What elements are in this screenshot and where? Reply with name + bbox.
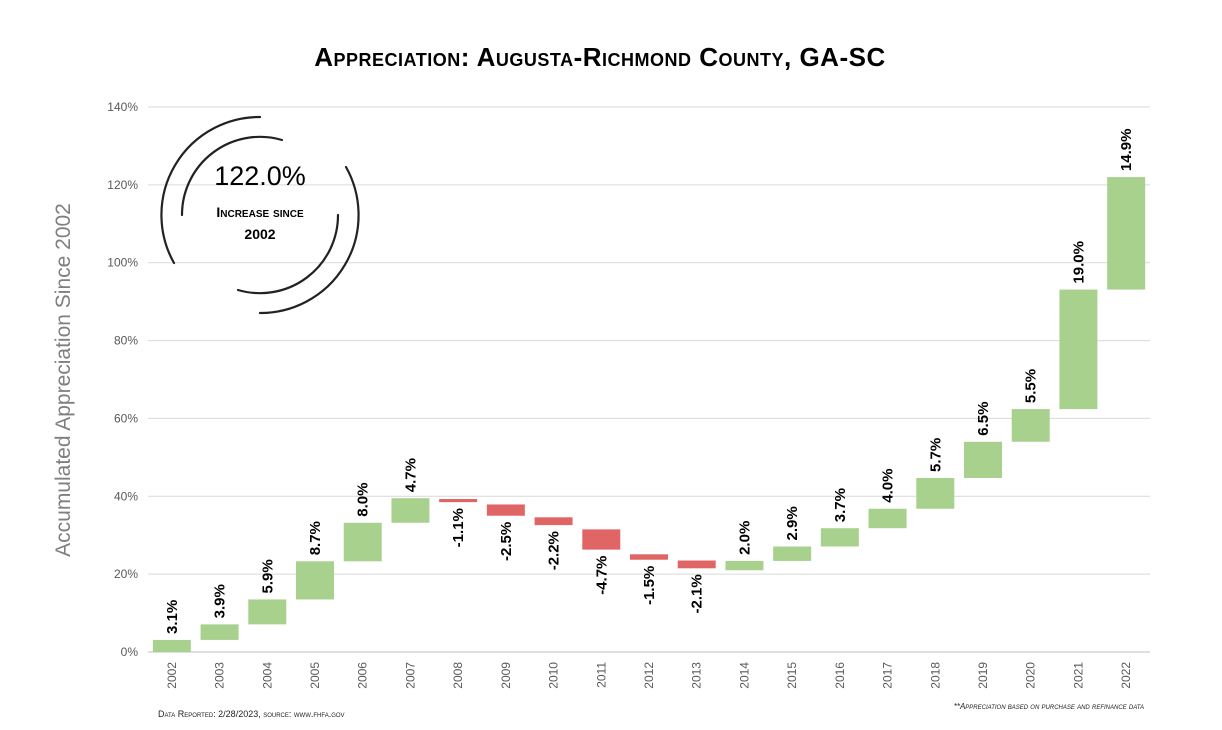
bar-2020 bbox=[1011, 409, 1050, 442]
bar-2002 bbox=[152, 639, 191, 652]
x-tick-label-2021: 2021 bbox=[1071, 662, 1085, 689]
x-tick-label-2020: 2020 bbox=[1024, 662, 1038, 689]
badge-arc-inner-bottom bbox=[236, 213, 340, 295]
bar-2022 bbox=[1107, 177, 1146, 290]
bar-2014 bbox=[725, 560, 764, 571]
bar-2006 bbox=[343, 522, 382, 562]
data-label-2022: 14.9% bbox=[1118, 129, 1135, 172]
data-label-2006: 8.0% bbox=[355, 483, 372, 517]
y-tick-label: 0% bbox=[121, 645, 139, 659]
bar-2007 bbox=[391, 498, 430, 523]
bar-2015 bbox=[773, 546, 812, 561]
bar-2008 bbox=[439, 499, 478, 503]
x-tick-label-2008: 2008 bbox=[451, 662, 465, 689]
bar-2013 bbox=[677, 560, 716, 569]
badge-rings bbox=[160, 115, 360, 315]
badge-caption: Increase since 2002 bbox=[200, 201, 320, 245]
bar-2010 bbox=[534, 517, 573, 526]
x-tick-label-2018: 2018 bbox=[928, 662, 942, 689]
badge-arc-outer-left bbox=[160, 115, 262, 265]
x-tick-label-2012: 2012 bbox=[642, 662, 656, 689]
bar-2021 bbox=[1059, 289, 1098, 410]
bar-2018 bbox=[916, 477, 955, 509]
x-tick-label-2016: 2016 bbox=[833, 662, 847, 689]
data-label-2005: 8.7% bbox=[307, 521, 324, 555]
bar-2003 bbox=[200, 624, 239, 640]
data-label-2017: 4.0% bbox=[880, 469, 897, 503]
x-tick-label-2003: 2003 bbox=[213, 662, 227, 689]
bar-2016 bbox=[820, 528, 859, 547]
y-tick-label: 40% bbox=[114, 489, 138, 503]
data-label-2008: -1.1% bbox=[450, 508, 467, 547]
footer-note: **Appreciation based on purchase and ref… bbox=[953, 702, 1144, 711]
y-axis-ticks: 0% 20% 40% 60% 80% 100% 120% 140% bbox=[107, 100, 138, 659]
bar-2011 bbox=[582, 529, 621, 550]
x-tick-label-2010: 2010 bbox=[547, 662, 561, 689]
x-tick-label-2009: 2009 bbox=[499, 662, 513, 689]
data-label-2004: 5.9% bbox=[259, 559, 276, 593]
data-label-2021: 19.0% bbox=[1070, 241, 1087, 284]
y-tick-label: 100% bbox=[107, 256, 138, 270]
data-labels: 3.1% 3.9% 5.9% 8.7% 8.0% 4.7% -1.1% -2.5% -2.2% -… bbox=[164, 129, 1135, 634]
x-tick-label-2002: 2002 bbox=[165, 662, 179, 689]
data-label-2002: 3.1% bbox=[164, 600, 181, 634]
y-tick-label: 120% bbox=[107, 178, 138, 192]
bar-2004 bbox=[248, 599, 287, 625]
data-label-2020: 5.5% bbox=[1023, 369, 1040, 403]
y-tick-label: 140% bbox=[107, 100, 138, 114]
bar-2005 bbox=[296, 561, 334, 600]
data-label-2009: -2.5% bbox=[498, 522, 515, 561]
data-label-2019: 6.5% bbox=[975, 402, 992, 436]
x-tick-label-2004: 2004 bbox=[260, 662, 274, 689]
data-label-2007: 4.7% bbox=[402, 458, 419, 492]
badge-arc-outer-right bbox=[258, 165, 360, 315]
data-label-2016: 3.7% bbox=[832, 488, 849, 522]
data-label-2003: 3.9% bbox=[212, 584, 229, 618]
increase-badge: 122.0% Increase since 2002 bbox=[160, 115, 360, 315]
x-tick-label-2017: 2017 bbox=[881, 662, 895, 689]
footer-source: Data Reported: 2/28/2023, source: www.fh… bbox=[158, 709, 345, 719]
data-label-2013: -2.1% bbox=[689, 574, 706, 613]
data-label-2011: -4.7% bbox=[593, 556, 610, 595]
x-tick-label-2011: 2011 bbox=[594, 662, 608, 688]
bar-2017 bbox=[868, 508, 907, 529]
y-tick-label: 20% bbox=[114, 567, 138, 581]
badge-caption-line1: Increase since bbox=[216, 204, 304, 220]
x-tick-label-2022: 2022 bbox=[1119, 662, 1133, 689]
data-label-2015: 2.9% bbox=[784, 506, 801, 540]
bar-2012 bbox=[630, 554, 668, 560]
x-tick-label-2014: 2014 bbox=[737, 662, 751, 689]
bar-2019 bbox=[964, 441, 1002, 478]
x-tick-label-2013: 2013 bbox=[690, 662, 704, 689]
badge-arc-inner-top bbox=[180, 135, 284, 217]
x-tick-label-2006: 2006 bbox=[356, 662, 370, 689]
x-tick-label-2005: 2005 bbox=[308, 662, 322, 689]
badge-caption-line2: 2002 bbox=[244, 226, 276, 242]
data-label-2012: -1.5% bbox=[641, 566, 658, 605]
chart-title: Appreciation: Augusta-Richmond County, G… bbox=[314, 42, 886, 72]
x-tick-label-2019: 2019 bbox=[976, 662, 990, 689]
x-tick-label-2015: 2015 bbox=[785, 662, 799, 689]
data-label-2010: -2.2% bbox=[546, 531, 563, 570]
y-tick-label: 60% bbox=[114, 411, 138, 425]
y-tick-label: 80% bbox=[114, 334, 138, 348]
bar-2009 bbox=[486, 504, 525, 516]
data-label-2014: 2.0% bbox=[736, 521, 753, 555]
x-axis-ticks: 2002 2003 2004 2005 2006 2007 2008 2009 2010 2011… bbox=[165, 662, 1133, 689]
badge-value: 122.0% bbox=[214, 161, 306, 191]
x-tick-label-2007: 2007 bbox=[403, 662, 417, 689]
bars bbox=[152, 177, 1146, 652]
data-label-2018: 5.7% bbox=[927, 438, 944, 472]
